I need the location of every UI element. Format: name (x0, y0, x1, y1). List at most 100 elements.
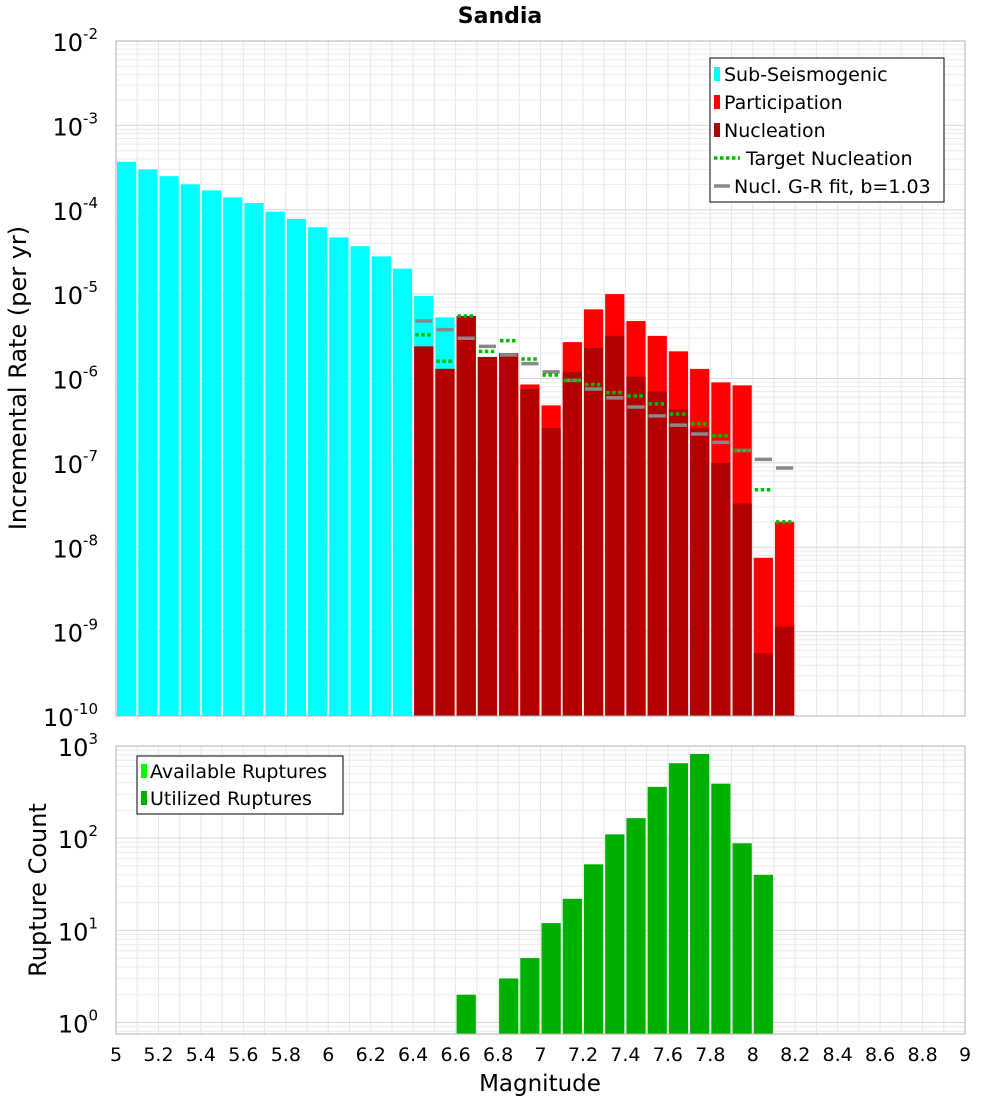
x-tick-label: 8.8 (907, 1044, 937, 1066)
rates-target-nucleation-series (415, 314, 794, 524)
counts-y-axis-label: Rupture Count (24, 803, 52, 977)
counts-utilized-ruptures-series (456, 753, 773, 1034)
rates-nucl-g-r-fit-b-1-03-series (415, 319, 794, 470)
rates-y-tick-base: 10 (52, 282, 83, 310)
counts-bar (605, 834, 625, 1034)
counts-y-tick-base: 10 (58, 734, 89, 762)
rates-y-tick-base: 10 (52, 29, 83, 57)
x-tick-label: 7.6 (653, 1044, 683, 1066)
rates-y-tick-base: 10 (52, 198, 83, 226)
rates-bar (159, 176, 179, 716)
rates-y-tick-exponent: -9 (83, 616, 98, 634)
rates-legend-swatch (714, 123, 720, 137)
counts-y-tick-label: 100 (58, 1006, 98, 1038)
x-tick-label: 9 (959, 1044, 971, 1066)
rates-plot-frame (115, 40, 966, 717)
rates-y-tick-exponent: -2 (83, 25, 98, 43)
rates-bar (647, 391, 667, 716)
rates-y-tick-label: 10-6 (52, 363, 98, 395)
counts-y-tick-exponent: 3 (88, 730, 98, 748)
rates-bar (265, 211, 285, 716)
x-tick-label: 5.4 (186, 1044, 216, 1066)
rates-bar (138, 169, 158, 716)
counts-bar (583, 864, 604, 1034)
counts-bar (562, 898, 582, 1034)
rates-bar (286, 218, 307, 716)
x-tick-label: 6 (322, 1044, 334, 1066)
rates-y-tick-base: 10 (52, 367, 83, 395)
rates-bar (477, 356, 498, 716)
counts-y-tick-base: 10 (58, 1010, 89, 1038)
rates-nucleation-series (414, 316, 795, 716)
counts-legend-label: Available Ruptures (150, 761, 327, 783)
counts-bar (668, 763, 689, 1034)
counts-bar (711, 783, 731, 1034)
rates-legend-box (709, 57, 945, 203)
x-tick-label: 5.2 (143, 1044, 173, 1066)
rates-bar (711, 462, 731, 716)
rates-y-tick-base: 10 (52, 451, 83, 479)
rates-legend-label: Nucleation (724, 120, 826, 142)
rates-bar (690, 427, 710, 716)
x-tick-label: 7.2 (568, 1044, 598, 1066)
rates-bar (435, 368, 455, 716)
counts-legend-box (136, 755, 344, 815)
rates-legend-label: Nucl. G-R fit, b=1.03 (734, 176, 931, 198)
counts-legend: Available Ruptures Utilized Ruptures (136, 755, 344, 815)
counts-y-tick-exponent: 2 (88, 822, 98, 840)
x-axis-label: Magnitude (479, 1071, 601, 1097)
rates-bar (244, 203, 264, 716)
x-tick-label: 7.8 (695, 1044, 725, 1066)
counts-legend-swatch (141, 764, 147, 778)
rates-y-tick-label: 10-5 (52, 278, 98, 310)
counts-y-tick-exponent: 0 (88, 1006, 98, 1024)
rates-y-axis-label: Incremental Rate (per yr) (4, 226, 32, 530)
counts-bar (541, 923, 561, 1034)
counts-bar (690, 753, 710, 1034)
counts-legend-label: Utilized Ruptures (150, 788, 312, 810)
rates-bar (520, 389, 540, 716)
rates-legend: Sub-Seismogenic Participation Nucleation Ta… (709, 57, 945, 203)
rates-y-tick-exponent: -4 (83, 194, 98, 212)
rates-bar (223, 197, 243, 717)
x-tick-label: 8.6 (865, 1044, 895, 1066)
x-tick-label: 8.2 (780, 1044, 810, 1066)
counts-legend-swatch (141, 791, 147, 805)
rates-bar (668, 409, 689, 716)
rates-bar (371, 256, 391, 716)
rates-y-tick-exponent: -10 (74, 700, 99, 718)
counts-y-tick-base: 10 (58, 918, 89, 946)
x-tick-label: 6.8 (483, 1044, 513, 1066)
x-tick-label: 8 (747, 1044, 759, 1066)
rates-bar (774, 626, 795, 716)
rates-bar (499, 353, 519, 716)
rates-y-tick-label: 10-10 (43, 700, 98, 732)
counts-bar (520, 958, 540, 1034)
rates-bar (562, 371, 582, 716)
counts-y-tick-base: 10 (58, 826, 89, 854)
x-tick-label: 5 (110, 1044, 122, 1066)
rates-y-tick-label: 10-3 (52, 109, 98, 141)
counts-bar (456, 994, 476, 1034)
x-tick-label: 6.6 (440, 1044, 470, 1066)
counts-bar (647, 786, 667, 1034)
rates-bar (732, 503, 752, 716)
rates-bar (456, 316, 476, 716)
rates-legend-label: Target Nucleation (745, 148, 913, 170)
rates-y-tick-label: 10-8 (52, 531, 98, 563)
counts-y-tick-label: 103 (58, 730, 98, 762)
rates-bar (308, 227, 328, 716)
x-tick-label: 5.6 (228, 1044, 258, 1066)
rates-legend-label: Sub-Seismogenic (724, 64, 888, 86)
counts-y-tick-exponent: 1 (88, 914, 98, 932)
rates-bar (350, 246, 370, 716)
chart-title: Sandia (458, 4, 543, 29)
rates-y-tick-exponent: -3 (83, 109, 98, 127)
rates-y-tick-label: 10-2 (52, 25, 98, 57)
rates-legend-swatch (714, 67, 720, 81)
rates-y-tick-label: 10-7 (52, 447, 98, 479)
counts-bar (499, 978, 519, 1034)
rates-y-tick-label: 10-9 (52, 616, 98, 648)
rates-legend-swatch (714, 95, 720, 109)
